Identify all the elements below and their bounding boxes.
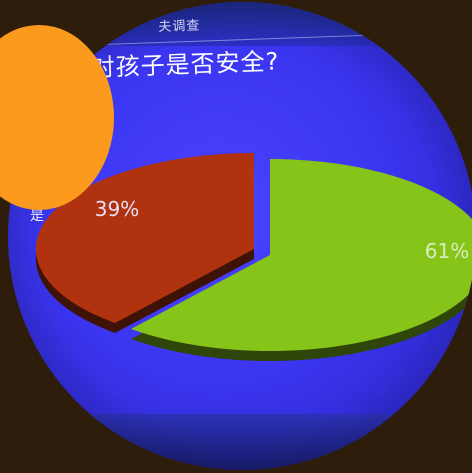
pie-label-1: 39%: [95, 197, 139, 221]
pie-slice-1: [35, 152, 255, 323]
pie-slice-2: [131, 159, 472, 351]
pie-label-2: 61%: [425, 239, 469, 263]
screen-bottom-strip: [8, 414, 472, 470]
legend-item-yes: 是: [30, 208, 44, 224]
pie-labels: 39% 61%: [95, 197, 469, 263]
pie-slices: [35, 152, 472, 351]
